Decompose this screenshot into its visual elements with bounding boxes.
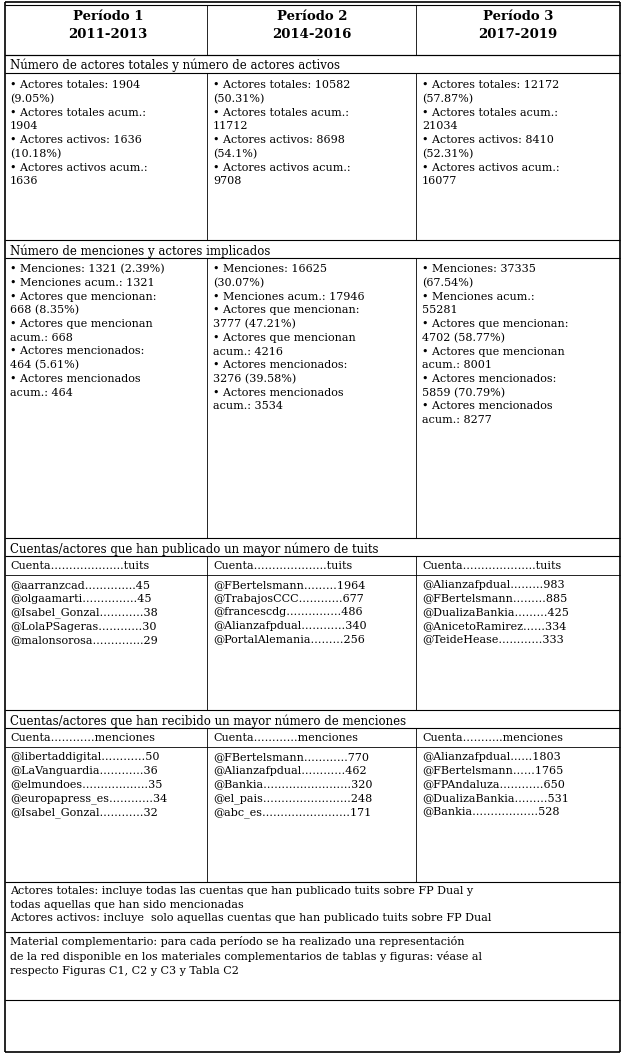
Text: Período 1
2011-2013: Período 1 2011-2013 [68, 9, 148, 40]
Text: Cuenta………………..tuits: Cuenta………………..tuits [422, 561, 561, 571]
Text: Número de actores totales y número de actores activos: Número de actores totales y número de ac… [10, 59, 340, 73]
Text: • Actores totales: 1904
(9.05%)
• Actores totales acum.:
1904
• Actores activos:: • Actores totales: 1904 (9.05%) • Actore… [10, 80, 147, 187]
Text: Período 3
2017-2019: Período 3 2017-2019 [478, 9, 558, 40]
Text: Cuentas/actores que han recibido un mayor número de menciones: Cuentas/actores que han recibido un mayo… [10, 714, 406, 727]
Text: @FBertelsmann…………770
@Alianzafpdual…………462
@Bankia……………………320
@el_pais……………………24: @FBertelsmann…………770 @Alianzafpdual…………4… [213, 752, 372, 818]
Text: • Menciones: 37335
(67.54%)
• Menciones acum.:
55281
• Actores que mencionan:
47: • Menciones: 37335 (67.54%) • Menciones … [422, 264, 569, 425]
Text: Cuenta………..menciones: Cuenta………..menciones [422, 733, 563, 743]
Text: Cuenta…………menciones: Cuenta…………menciones [10, 733, 155, 743]
Text: Período 2
2014-2016: Período 2 2014-2016 [272, 9, 352, 40]
Text: Número de menciones y actores implicados: Número de menciones y actores implicados [10, 243, 271, 257]
Text: Cuentas/actores que han publicado un mayor número de tuits: Cuentas/actores que han publicado un may… [10, 542, 379, 555]
Text: @libertaddigital…………50
@LaVanguardia…………36
@elmundoes………………35
@europapress_es………: @libertaddigital…………50 @LaVanguardia…………… [10, 752, 168, 818]
Text: @aarranzcad…………..45
@olgaamarti……………45
@Isabel_Gonzal…………38
@LolaPSageras…………30
: @aarranzcad…………..45 @olgaamarti……………45 @… [10, 580, 158, 645]
Text: Cuenta…………menciones: Cuenta…………menciones [213, 733, 358, 743]
Text: • Menciones: 1321 (2.39%)
• Menciones acum.: 1321
• Actores que mencionan:
668 (: • Menciones: 1321 (2.39%) • Menciones ac… [10, 264, 164, 397]
Text: Material complementario: para cada período se ha realizado una representación
de: Material complementario: para cada perío… [10, 936, 482, 976]
Text: • Menciones: 16625
(30.07%)
• Menciones acum.: 17946
• Actores que mencionan:
37: • Menciones: 16625 (30.07%) • Menciones … [213, 264, 364, 411]
Text: Cuenta………………..tuits: Cuenta………………..tuits [213, 561, 352, 571]
Text: • Actores totales: 12172
(57.87%)
• Actores totales acum.:
21034
• Actores activ: • Actores totales: 12172 (57.87%) • Acto… [422, 80, 559, 187]
Text: Actores totales: incluye todas las cuentas que han publicado tuits sobre FP Dual: Actores totales: incluye todas las cuent… [10, 886, 491, 923]
Text: • Actores totales: 10582
(50.31%)
• Actores totales acum.:
11712
• Actores activ: • Actores totales: 10582 (50.31%) • Acto… [213, 80, 351, 187]
Text: @FBertelsmann………1964
@TrabajosCCC…………677
@francescdg……………486
@Alianzafpdual…………3: @FBertelsmann………1964 @TrabajosCCC…………677… [213, 580, 367, 644]
Text: @Alianzafpdual……1803
@FBertelsmann……1765
@FPAndaluza…………650
@DualizaBankia………531: @Alianzafpdual……1803 @FBertelsmann……1765… [422, 752, 569, 817]
Text: @Alianzafpdual………983
@FBertelsmann………885
@DualizaBankia………425
@AnicetoRamirez……3: @Alianzafpdual………983 @FBertelsmann………885… [422, 580, 569, 644]
Text: Cuenta………………..tuits: Cuenta………………..tuits [10, 561, 149, 571]
